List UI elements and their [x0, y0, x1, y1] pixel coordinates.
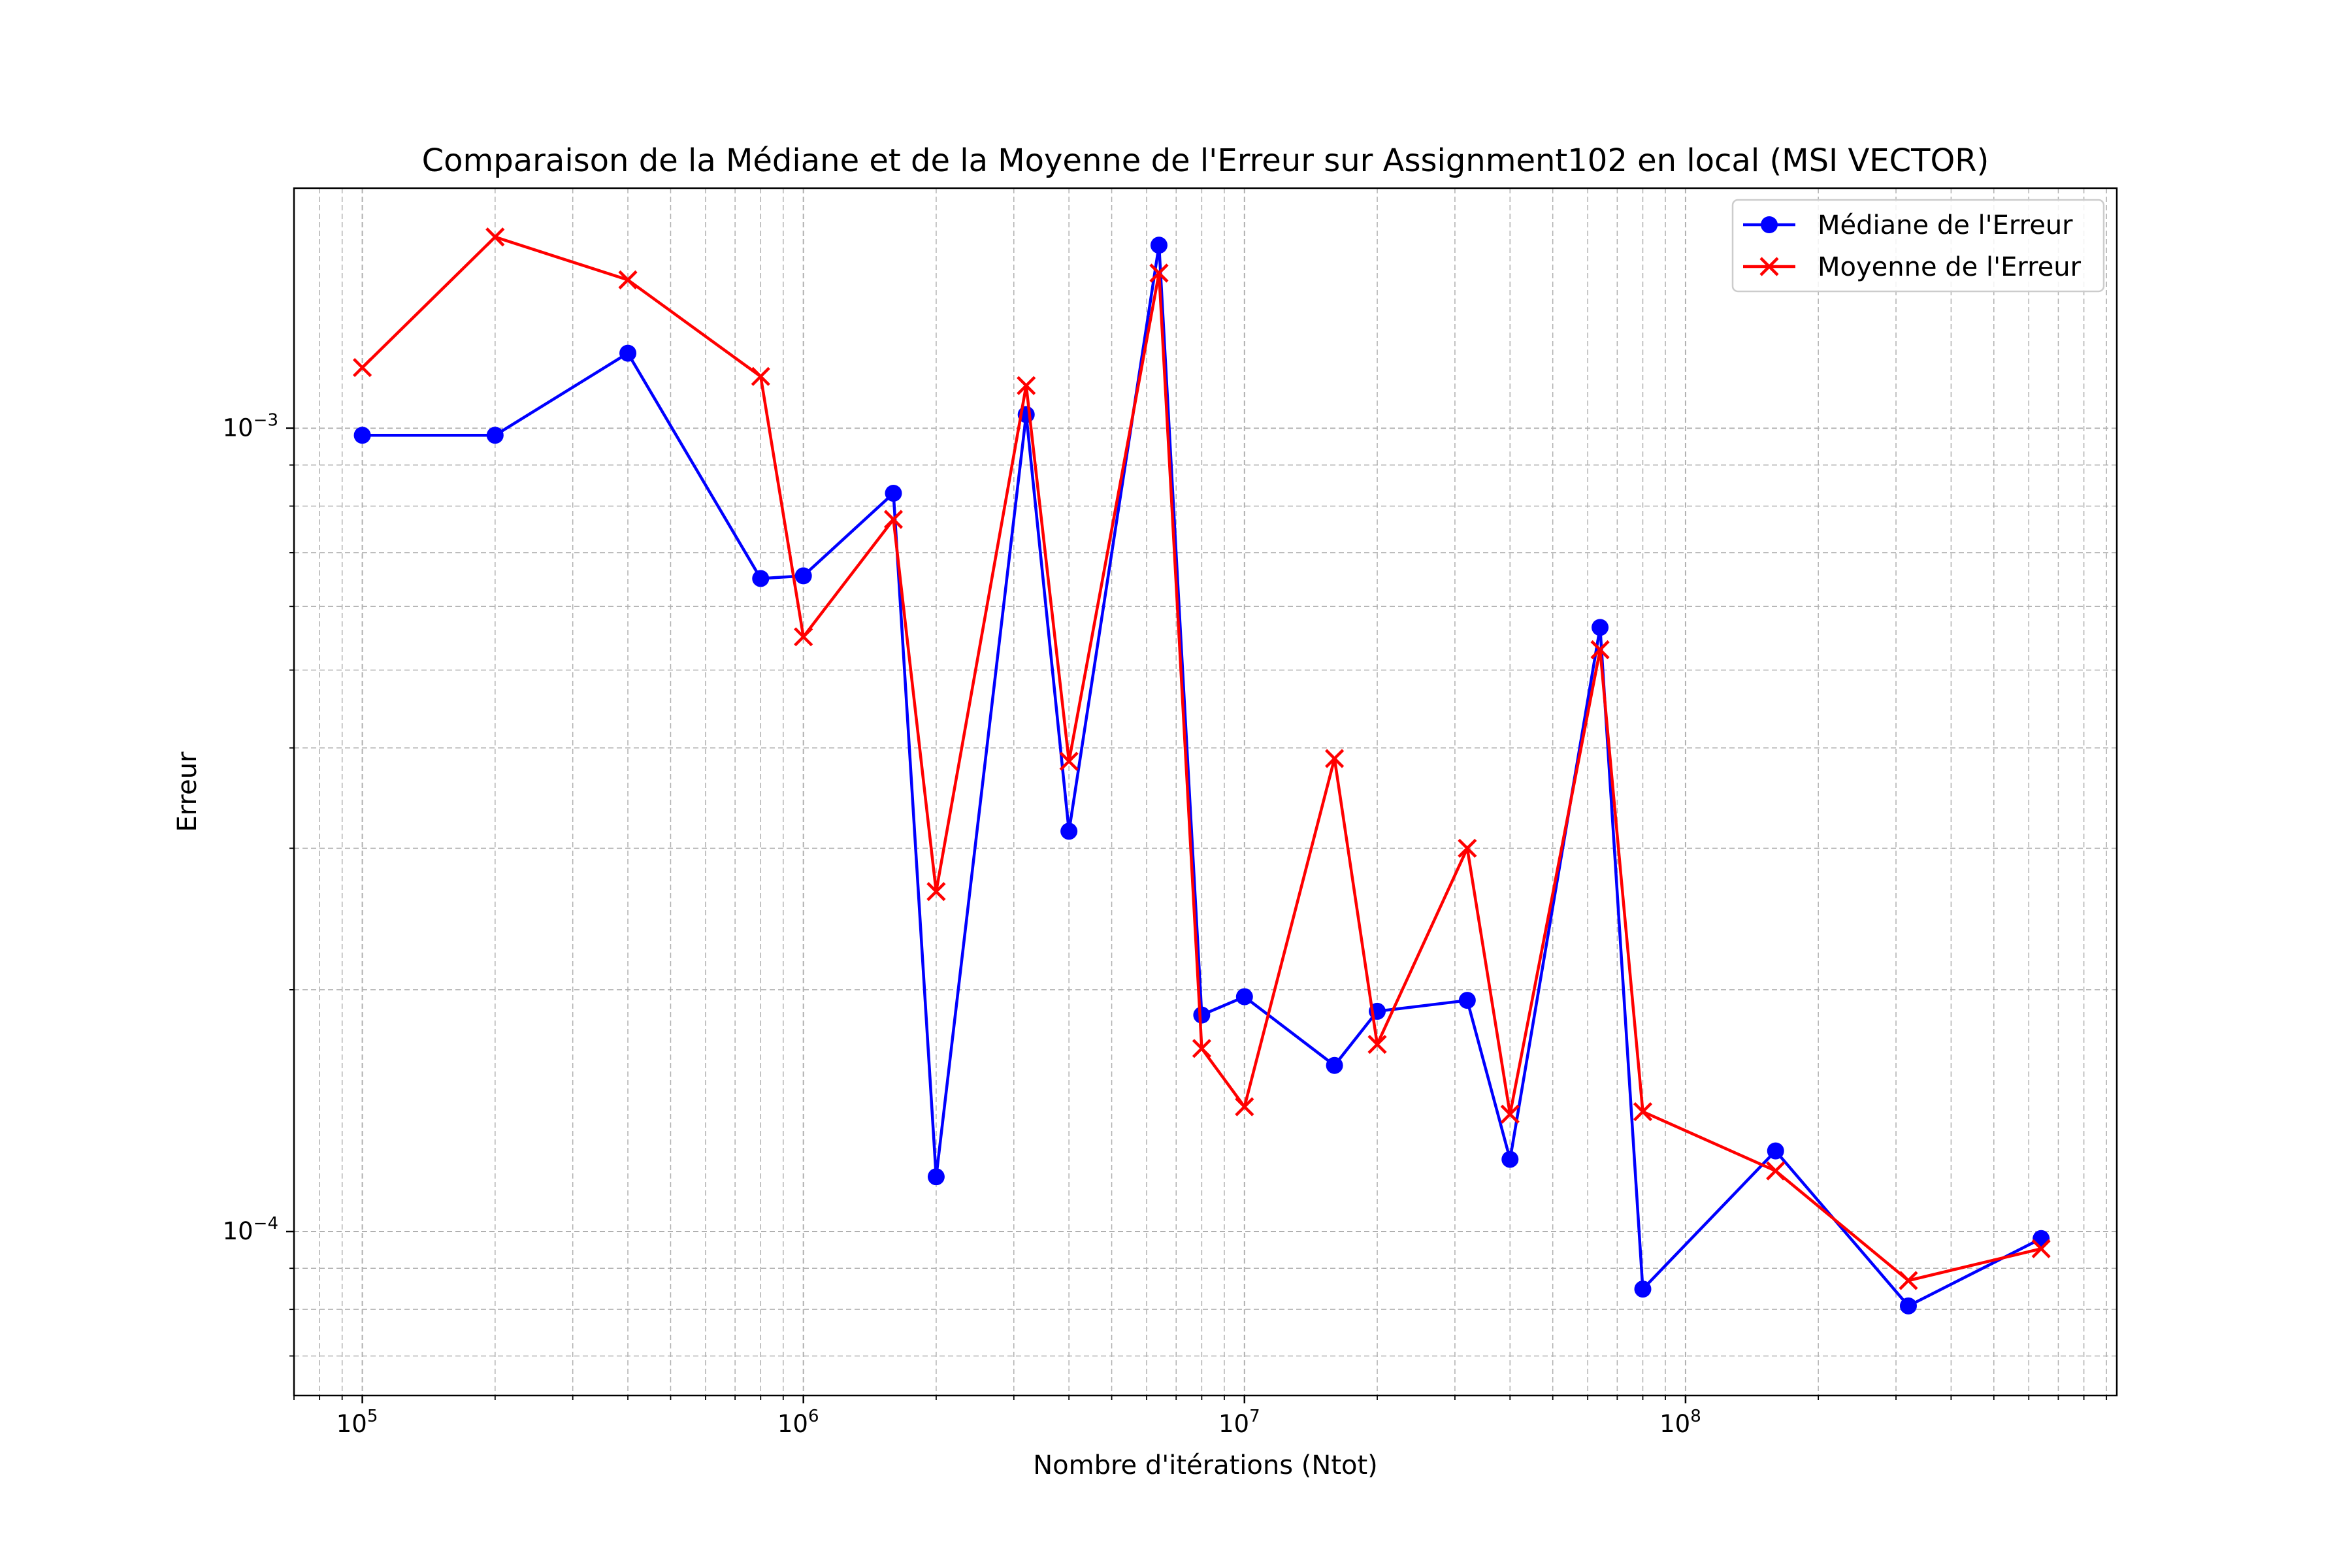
data-point-mediane [1501, 1151, 1519, 1168]
x-tick-label: 106 [777, 1407, 819, 1438]
y-axis-label: Erreur [172, 751, 203, 832]
data-point-moyenne [2031, 1239, 2051, 1258]
data-point-moyenne [1633, 1102, 1653, 1122]
y-tick-label: 10−3 [223, 410, 278, 442]
data-point-mediane [927, 1168, 945, 1186]
data-point-mediane [1326, 1056, 1343, 1074]
plot-area [294, 188, 2117, 1396]
data-point-mediane [794, 567, 812, 585]
data-point-moyenne [485, 227, 505, 247]
data-point-moyenne [1017, 376, 1036, 395]
data-point-mediane [486, 427, 504, 444]
data-point-mediane [885, 484, 902, 502]
ticks: 105 106 107 108 10−3 10−4 [223, 410, 2108, 1438]
x-tick-label: 105 [336, 1407, 378, 1438]
data-point-mediane [1193, 1006, 1211, 1024]
data-point-moyenne [1590, 640, 1610, 660]
data-point-mediane [1634, 1281, 1652, 1298]
data-point-mediane [353, 427, 371, 444]
x-tick-label: 108 [1659, 1407, 1701, 1438]
legend-label-mediane: Médiane de l'Erreur [1818, 210, 2073, 240]
legend-marker-moyenne [1759, 257, 1779, 276]
data-point-moyenne [1899, 1271, 1918, 1290]
data-point-moyenne [1325, 749, 1345, 768]
legend: Médiane de l'Erreur Moyenne de l'Erreur [1731, 199, 2105, 293]
data-point-moyenne [1235, 1097, 1254, 1117]
data-point-mediane [619, 344, 637, 362]
data-point-mediane [1235, 988, 1253, 1005]
grid-minor [293, 188, 2117, 1396]
data-point-moyenne [1458, 838, 1477, 858]
x-axis-label: Nombre d'itérations (Ntot) [1033, 1450, 1378, 1480]
data-point-mediane [1060, 823, 1078, 840]
data-point-mediane [1458, 992, 1476, 1009]
data-point-moyenne [883, 510, 904, 529]
data-point-mediane [1150, 237, 1168, 254]
data-point-mediane [1767, 1142, 1784, 1160]
data-point-moyenne [618, 270, 638, 289]
data-point-moyenne [751, 367, 770, 386]
x-tick-label: 107 [1218, 1407, 1260, 1438]
data-point-moyenne [926, 882, 946, 902]
data-point-moyenne [794, 627, 813, 647]
chart-title: Comparaison de la Médiane et de la Moyen… [422, 142, 1989, 179]
data-point-moyenne [1766, 1161, 1786, 1181]
data-point-moyenne [1367, 1034, 1387, 1054]
data-point-moyenne [1500, 1104, 1520, 1124]
legend-label-moyenne: Moyenne de l'Erreur [1818, 252, 2082, 282]
data-point-moyenne [1149, 263, 1169, 283]
plot-frame [293, 187, 2118, 1397]
y-tick-label: 10−4 [223, 1214, 278, 1245]
legend-box [1731, 199, 2105, 293]
data-point-mediane [1592, 619, 1609, 636]
data-point-moyenne [1192, 1039, 1211, 1058]
data-point-mediane [1899, 1297, 1917, 1315]
legend-marker-mediane [1761, 216, 1778, 233]
data-point-moyenne [352, 357, 372, 378]
data-point-mediane [752, 570, 770, 587]
data-point-moyenne [1059, 751, 1079, 771]
series-layer [352, 227, 2051, 1315]
grid-major [294, 188, 2117, 1396]
